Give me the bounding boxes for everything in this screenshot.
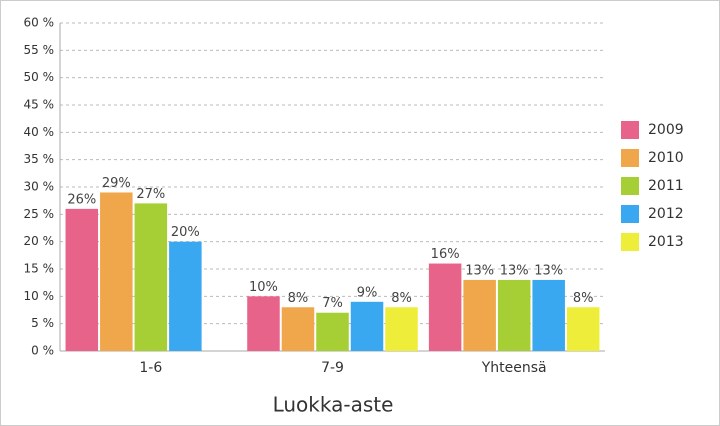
x-tick-label: Yhteensä [481,360,547,376]
y-tick-label: 5 % [31,316,54,330]
value-label: 26% [67,192,96,207]
legend-swatch [621,205,639,223]
bar [316,312,349,351]
bar [428,263,462,351]
y-tick-label: 30 % [24,180,55,194]
value-label: 29% [102,176,131,191]
bar [532,279,565,351]
bar [134,203,168,351]
x-tick-label: 1-6 [139,360,162,376]
y-tick-label: 45 % [24,98,55,112]
value-label: 20% [171,225,200,240]
legend-label: 2013 [648,234,684,250]
bar [463,279,496,351]
bar [100,192,133,351]
legend-swatch [621,149,639,167]
y-tick-label: 10 % [24,289,55,303]
y-tick-label: 55 % [24,43,55,57]
value-label: 13% [534,263,563,278]
x-axis-label: Luokka-aste [273,393,394,417]
bar [169,241,202,351]
value-label: 8% [391,291,412,306]
bar [566,307,600,351]
value-label: 8% [288,291,309,306]
bar [247,296,280,351]
legend-swatch [621,121,639,139]
bar [385,307,418,351]
legend-swatch [621,177,639,195]
legend-label: 2010 [648,150,684,166]
value-label: 13% [500,263,529,278]
value-label: 10% [249,280,278,295]
bar [281,307,315,351]
bar [65,208,99,351]
value-label: 7% [322,296,343,311]
y-tick-label: 25 % [24,207,55,221]
y-tick-label: 0 % [31,344,54,358]
legend-swatch [621,233,639,251]
y-tick-label: 15 % [24,262,55,276]
y-tick-label: 40 % [24,125,55,139]
legend-label: 2012 [648,206,684,222]
value-label: 9% [357,285,378,300]
y-tick-label: 35 % [24,152,55,166]
legend-label: 2009 [648,122,684,138]
y-tick-label: 60 % [24,16,55,30]
bar [350,301,384,351]
value-label: 8% [573,291,594,306]
y-tick-label: 50 % [24,70,55,84]
value-label: 27% [136,187,165,202]
value-label: 16% [431,247,460,262]
bar [497,279,531,351]
value-label: 13% [465,263,494,278]
y-tick-label: 20 % [24,234,55,248]
x-tick-label: 7-9 [321,360,344,376]
legend-label: 2011 [648,178,684,194]
